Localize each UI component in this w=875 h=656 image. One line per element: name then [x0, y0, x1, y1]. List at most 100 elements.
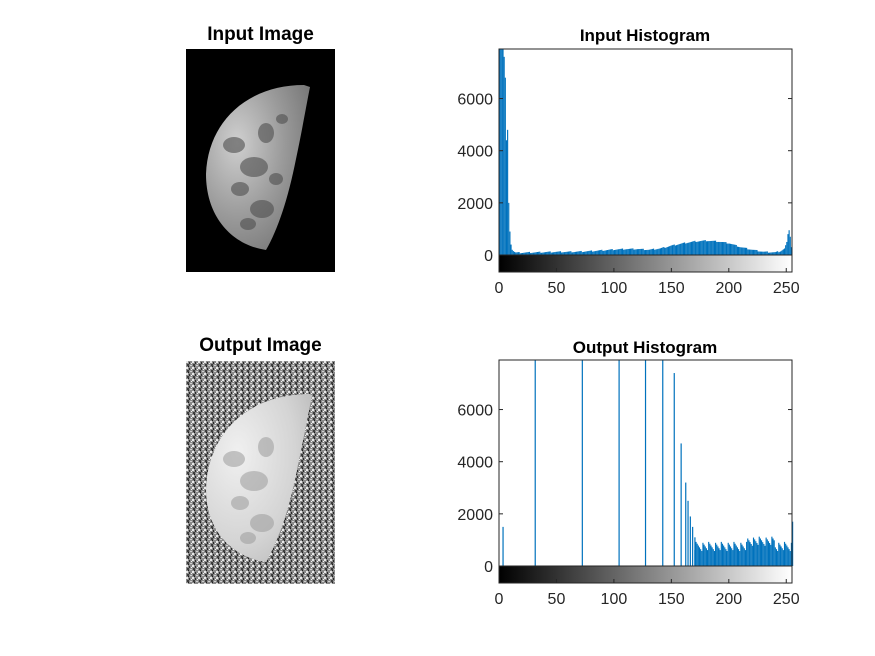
histogram-bar	[740, 542, 742, 566]
histogram-bar	[703, 544, 705, 566]
histogram-bar	[629, 248, 632, 255]
histogram-bar	[580, 250, 582, 255]
histogram-bar	[741, 247, 743, 255]
histogram-bar	[692, 241, 694, 255]
histogram-bar	[534, 252, 536, 255]
histogram-bar	[717, 241, 719, 255]
histogram-bar	[742, 247, 744, 255]
plot-background	[499, 49, 792, 272]
histogram-bar	[567, 251, 570, 255]
histogram-bar	[571, 252, 573, 255]
histogram-bar	[721, 543, 724, 566]
histogram-bar	[739, 551, 741, 566]
histogram-bar	[627, 249, 629, 255]
histogram-bar	[690, 241, 693, 255]
histogram-bar	[575, 251, 578, 255]
histogram-bar	[648, 249, 650, 255]
histogram-bar	[673, 244, 675, 255]
histogram-bar	[744, 247, 747, 255]
histogram-bar	[790, 247, 792, 255]
chart-title: Output Histogram	[573, 338, 718, 357]
histogram-bar	[686, 243, 688, 255]
histogram-bar	[646, 249, 648, 255]
histogram-bar	[600, 249, 602, 255]
x-tick-label: 150	[658, 280, 685, 297]
histogram-bar	[696, 543, 698, 566]
histogram-bar	[769, 543, 771, 566]
histogram-bar	[664, 247, 666, 255]
histogram-bar	[695, 241, 697, 255]
histogram-bar	[758, 251, 760, 255]
histogram-bar	[550, 252, 552, 255]
histogram-bar	[523, 252, 525, 255]
histogram-bar	[639, 249, 641, 255]
histogram-bar	[749, 249, 751, 255]
histogram-bar	[654, 249, 656, 255]
histogram-bar	[667, 246, 670, 255]
histogram-bar	[777, 251, 779, 255]
histogram-bar	[538, 251, 540, 255]
histogram-bar	[786, 545, 788, 566]
histogram-bar	[723, 545, 725, 566]
histogram-bar	[603, 250, 605, 255]
histogram-bar	[666, 247, 668, 255]
histogram-bar	[675, 245, 678, 255]
output-image-title: Output Image	[199, 335, 322, 356]
histogram-bar	[656, 249, 658, 255]
histogram-bar	[711, 240, 713, 255]
input-image-title: Input Image	[207, 24, 314, 45]
histogram-bar	[519, 253, 521, 255]
histogram-bar	[587, 251, 589, 255]
histogram-bar	[598, 250, 601, 255]
histogram-bar	[553, 252, 555, 255]
histogram-bar	[596, 250, 598, 255]
histogram-bar	[757, 544, 759, 566]
histogram-bar	[781, 548, 783, 566]
histogram-bar	[631, 248, 633, 255]
y-tick-label: 4000	[457, 455, 493, 472]
histogram-bar	[556, 251, 558, 255]
histogram-bar	[625, 249, 627, 255]
histogram-bar	[518, 252, 520, 255]
histogram-bar	[541, 252, 543, 255]
histogram-bar	[706, 550, 709, 566]
histogram-bar	[731, 244, 733, 255]
histogram-bar	[509, 231, 511, 255]
histogram-bar	[705, 241, 707, 255]
histogram-bar	[785, 543, 787, 566]
y-tick-label: 2000	[457, 507, 493, 524]
histogram-bar	[702, 542, 704, 566]
histogram-bar	[696, 241, 698, 255]
histogram-bar	[750, 249, 752, 255]
histogram-plot-area: 0 2000 4000 6000 0 50 100 150 200 250	[457, 48, 800, 297]
histogram-bar	[727, 542, 729, 566]
histogram-bar	[712, 549, 714, 566]
histogram-bar	[787, 547, 789, 566]
histogram-bar	[780, 546, 782, 566]
histogram-bar	[527, 252, 529, 255]
input-histogram: Input Histogram 0 2000 4000 6000 0 50 100 150 20…	[457, 26, 800, 297]
histogram-bar	[734, 543, 736, 566]
axes-box	[498, 359, 793, 567]
histogram-bar	[548, 251, 550, 255]
histogram-bar	[783, 541, 786, 566]
histogram-bar	[762, 251, 764, 255]
histogram-bar	[692, 526, 694, 566]
histogram-bar	[766, 251, 768, 255]
histogram-bar	[754, 249, 756, 255]
histogram-bar	[774, 547, 776, 566]
histogram-bar	[539, 251, 541, 255]
histogram-bar	[779, 251, 781, 255]
histogram-bar	[650, 249, 652, 255]
histogram-bar	[507, 129, 509, 255]
histogram-bar	[736, 246, 738, 255]
histogram-bar	[723, 242, 725, 255]
histogram-bar	[744, 550, 747, 566]
histogram-bar	[770, 544, 772, 566]
histogram-bar	[555, 251, 557, 255]
histogram-bar	[716, 241, 718, 255]
histogram-bar	[582, 251, 585, 255]
histogram-bar	[595, 250, 597, 255]
histogram-plot-area: 0 2000 4000 6000 0 50 100 150 200 250	[457, 359, 800, 608]
histogram-bar	[540, 252, 542, 255]
